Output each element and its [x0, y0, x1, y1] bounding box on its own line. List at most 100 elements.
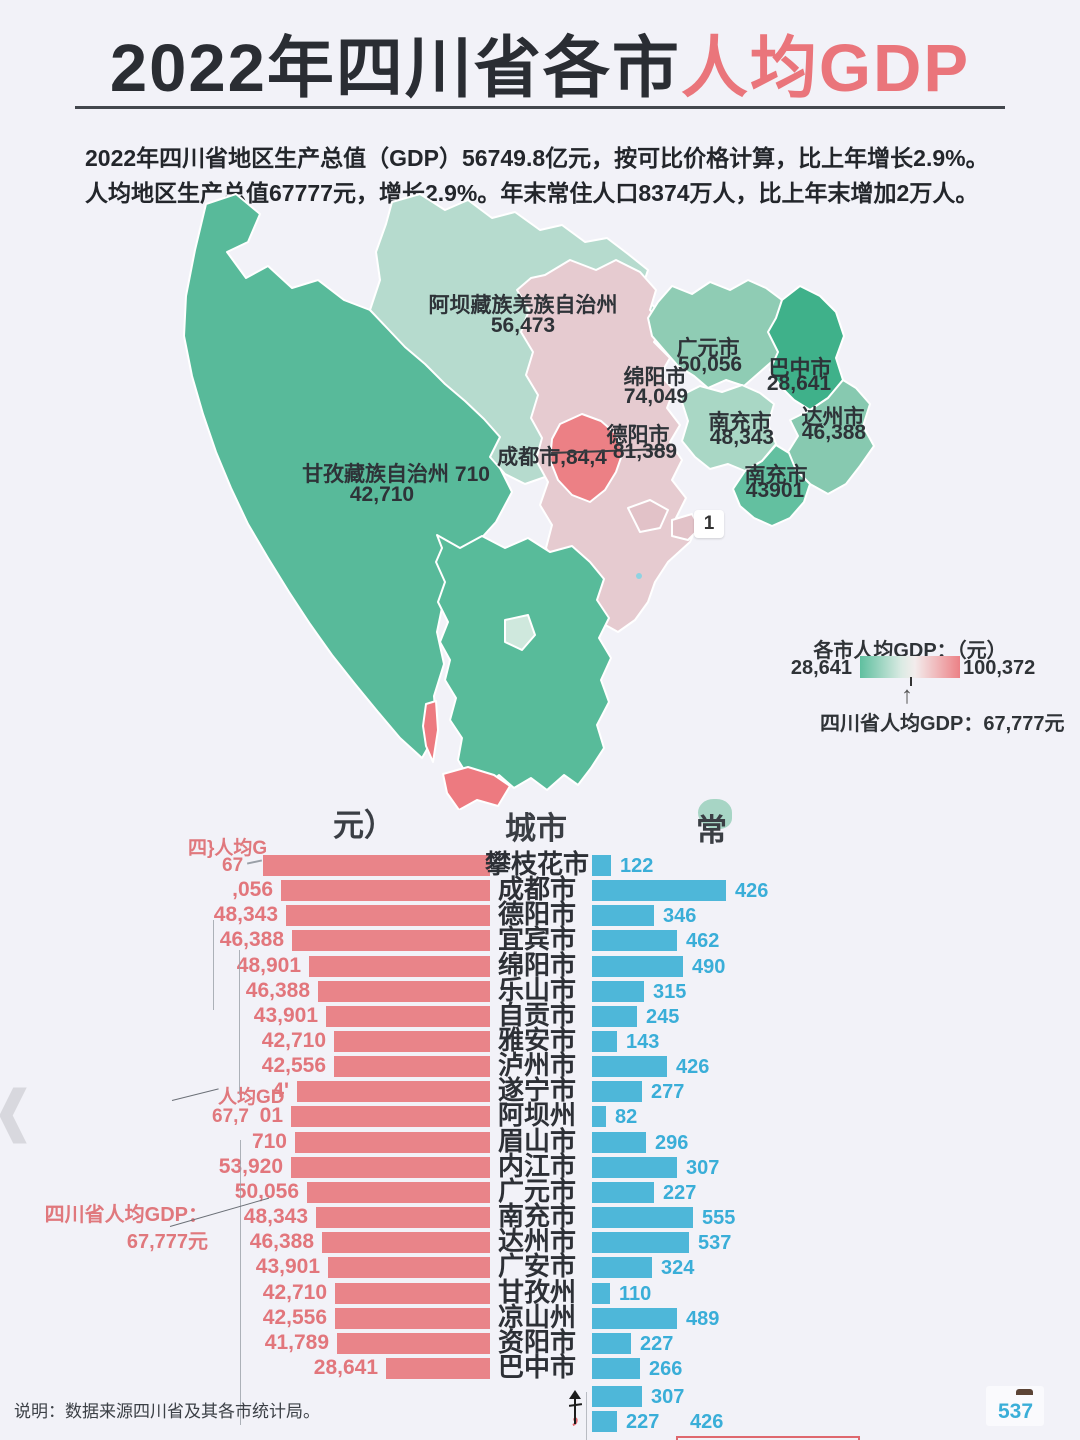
map-label-name: 南充市 — [708, 411, 772, 434]
gdp-bar — [281, 880, 490, 901]
chart-header-right: 常 — [696, 813, 727, 848]
gdp-bar — [337, 1333, 490, 1354]
city-label: 攀枝花市 — [484, 849, 589, 879]
population-value: 266 — [649, 1358, 683, 1380]
annotation-top-squiggle — [246, 859, 263, 865]
population-bar — [592, 1358, 640, 1379]
population-value: 245 — [646, 1006, 680, 1028]
city-label: 乐山市 — [497, 975, 576, 1005]
legend-gradient-bar — [860, 656, 960, 678]
title-red-accent: 人均GDP — [680, 31, 971, 106]
map-label-name: 阿坝藏族羌族自治州 — [428, 294, 618, 317]
map-patch-light-green — [504, 614, 536, 651]
map-region-guangan — [732, 444, 811, 527]
population-bar — [592, 1031, 617, 1052]
map-label-value: 50,056 — [677, 353, 743, 376]
city-label: 宜宾市 — [497, 924, 576, 954]
map-label-name: 巴中市 — [768, 357, 832, 380]
gdp-value: 01 — [259, 1104, 283, 1127]
map-region-panzhihua — [442, 766, 511, 810]
gdp-bar — [295, 1132, 490, 1153]
population-value: 227 — [640, 1333, 674, 1355]
population-bar — [592, 1182, 654, 1203]
city-label: 阿坝州 — [497, 1100, 576, 1130]
annotation-mid-2: 67,7 — [212, 1106, 249, 1127]
map-label-name: 德阳市 — [606, 424, 670, 447]
annotation-province-gdp-line2: 67,777元 — [126, 1231, 208, 1253]
population-bar — [592, 855, 611, 876]
city-label: 达州市 — [497, 1226, 576, 1256]
gdp-value: 4' — [272, 1079, 289, 1102]
gdp-bar — [334, 1031, 490, 1052]
gdp-value: 53,920 — [218, 1155, 283, 1178]
chart-header-city: 城市 — [505, 811, 567, 846]
city-label: 南充市 — [497, 1201, 576, 1231]
map-patch-pink-1 — [627, 499, 669, 533]
population-value: 462 — [686, 930, 720, 952]
gdp-value: 43,901 — [253, 1004, 318, 1027]
city-label: 广安市 — [497, 1251, 576, 1281]
chart-header-left: 元） — [333, 808, 395, 843]
map-label-value: 28,641 — [766, 372, 832, 395]
title-underline — [75, 106, 1005, 109]
gdp-value: 42,556 — [262, 1306, 327, 1329]
map-label-name: 甘孜藏族自治州 710 — [302, 463, 490, 486]
population-value: 489 — [686, 1308, 720, 1330]
legend-note: 四川省人均GDP：67,777元 — [820, 713, 1065, 735]
legend-min-value: 28,641 — [790, 657, 852, 679]
gdp-bar — [297, 1081, 490, 1102]
map-region-liangshan — [435, 534, 612, 791]
annotation-top-1: 四}人均G — [188, 838, 268, 859]
axis-drop-line — [586, 1392, 587, 1440]
population-value: 426 — [676, 1056, 710, 1078]
population-bar — [592, 1411, 617, 1432]
population-value: 122 — [620, 855, 654, 877]
city-label: 绵阳市 — [497, 950, 576, 980]
map-label-value: 42,710 — [349, 483, 415, 506]
stray-value-537: 537 — [998, 1400, 1034, 1423]
glitch-white-box — [986, 1386, 1044, 1426]
population-value: 143 — [626, 1031, 660, 1053]
sichuan-map — [183, 193, 875, 810]
city-label: 甘孜州 — [497, 1277, 576, 1307]
gdp-value: 48,343 — [243, 1205, 308, 1228]
gdp-bar — [322, 1232, 490, 1253]
population-bar — [592, 1132, 646, 1153]
population-value: 82 — [615, 1106, 638, 1128]
map-region-panzhihua-sliver — [422, 700, 439, 763]
map-label-value: 56,473 — [490, 314, 556, 337]
gdp-bar — [335, 1308, 490, 1329]
city-label: 德阳市 — [497, 899, 576, 929]
population-value: 315 — [653, 981, 687, 1003]
gdp-bar — [309, 956, 490, 977]
cursor-arrow-icon — [574, 1394, 576, 1424]
gdp-bar — [328, 1257, 490, 1278]
city-label: 凉山州 — [497, 1302, 576, 1332]
gdp-value: 42,556 — [261, 1054, 326, 1077]
city-label: 遂宁市 — [497, 1075, 576, 1105]
gdp-bar — [291, 1106, 490, 1127]
city-label: 巴中市 — [497, 1352, 576, 1382]
map-label-value: 74,049 — [623, 385, 689, 408]
legend-arrow-icon: ↑ — [901, 682, 913, 709]
gdp-value: 48,343 — [213, 903, 278, 926]
map-label-value: 81,389 — [612, 440, 678, 463]
gdp-value: 42,710 — [261, 1029, 326, 1052]
gdp-value: 28,641 — [313, 1356, 378, 1379]
gdp-value: 50,056 — [234, 1180, 299, 1203]
source-note: 说明：数据来源四川省及其各市统计局。 — [14, 1402, 320, 1421]
population-value: 296 — [655, 1132, 689, 1154]
map-label-name: 广元市 — [676, 337, 740, 360]
map-label-name: 达州市 — [801, 406, 865, 429]
legend-max-value: 100,372 — [963, 657, 1036, 679]
map-label-value: 48,343 — [709, 426, 775, 449]
gdp-value: 710 — [251, 1130, 287, 1153]
gdp-value: 48,901 — [236, 954, 301, 977]
city-label: 成都市 — [497, 874, 576, 904]
city-label: 泸州市 — [497, 1050, 576, 1080]
population-value: 307 — [686, 1157, 720, 1179]
gridline-1 — [213, 920, 214, 1010]
gdp-bar — [326, 1006, 490, 1027]
cursor-arrowhead-icon — [569, 1390, 581, 1399]
title-black: 2022年四川省各市 — [109, 31, 681, 106]
